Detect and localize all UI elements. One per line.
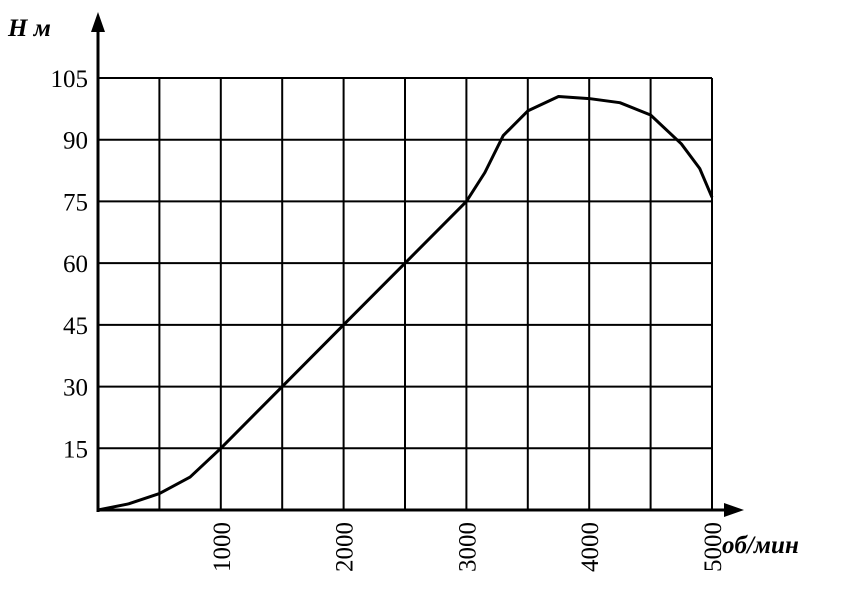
x-tick-label: 3000: [454, 522, 481, 572]
y-axis-label: Н м: [7, 15, 51, 42]
y-tick-label: 30: [63, 375, 88, 402]
x-tick-label: 5000: [700, 522, 727, 572]
y-arrow: [91, 12, 105, 32]
y-tick-label: 45: [63, 313, 88, 340]
curve: [97, 95, 714, 512]
y-tick-label: 90: [63, 128, 88, 155]
x-tick-label: 1000: [209, 522, 236, 572]
y-tick-label: 60: [63, 251, 88, 278]
x-arrow: [724, 503, 744, 517]
y-tick-label: 105: [51, 66, 89, 93]
y-tick-label: 75: [63, 189, 88, 216]
x-tick-label: 4000: [577, 522, 604, 572]
x-axis-label: об/мин: [722, 532, 799, 559]
x-tick-label: 2000: [332, 522, 359, 572]
y-tick-label: 15: [63, 436, 88, 463]
